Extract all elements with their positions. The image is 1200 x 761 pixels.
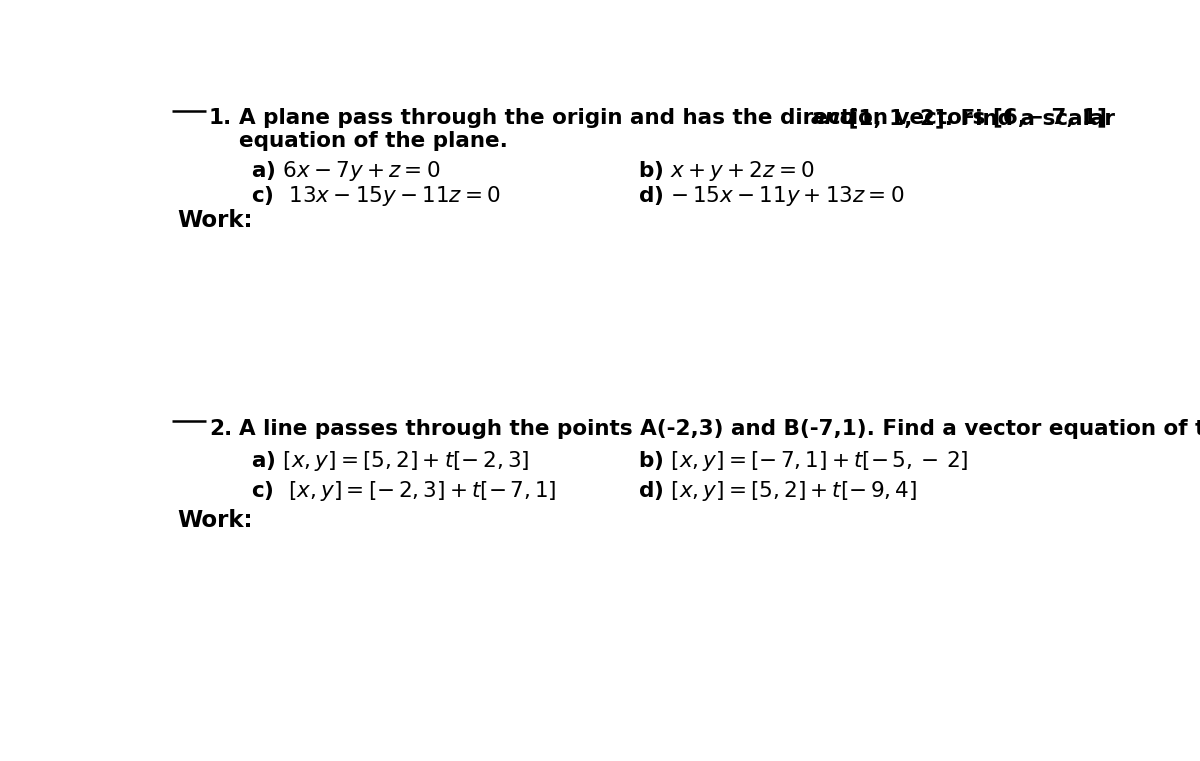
Text: a) $6x - 7y + z = 0$: a) $6x - 7y + z = 0$ (251, 159, 440, 183)
Text: d) $[x, y] = [5, 2] + t[-\, 9, 4]$: d) $[x, y] = [5, 2] + t[-\, 9, 4]$ (638, 479, 918, 503)
Text: Work:: Work: (178, 209, 253, 232)
Text: Work:: Work: (178, 509, 253, 533)
Text: and: and (811, 108, 857, 129)
Text: [1, 1, 2]. Find a scalar: [1, 1, 2]. Find a scalar (841, 108, 1115, 129)
Text: 2.: 2. (209, 419, 232, 438)
Text: c)  $13x - 15y - 11z = 0$: c) $13x - 15y - 11z = 0$ (251, 184, 500, 209)
Text: equation of the plane.: equation of the plane. (239, 131, 508, 151)
Text: A line passes through the points A(-2,3) and B(-7,1). Find a vector equation of : A line passes through the points A(-2,3)… (239, 419, 1200, 438)
Text: A plane pass through the origin and has the direction vectors [6,− 7, 1]: A plane pass through the origin and has … (239, 108, 1115, 129)
Text: a) $[x, y] = [5, 2] + t[-\, 2, 3]$: a) $[x, y] = [5, 2] + t[-\, 2, 3]$ (251, 449, 529, 473)
Text: b) $[x, y] = [-\, 7, 1] + t[-\, 5, -\, 2]$: b) $[x, y] = [-\, 7, 1] + t[-\, 5, -\, 2… (638, 449, 968, 473)
Text: 1.: 1. (209, 108, 232, 129)
Text: c)  $[x, y] = [-\, 2, 3] + t[-\, 7, 1]$: c) $[x, y] = [-\, 2, 3] + t[-\, 7, 1]$ (251, 479, 557, 503)
Text: d) $-\, 15x - 11y + 13z = 0$: d) $-\, 15x - 11y + 13z = 0$ (638, 184, 905, 209)
Text: b) $x + y + 2z = 0$: b) $x + y + 2z = 0$ (638, 159, 815, 183)
